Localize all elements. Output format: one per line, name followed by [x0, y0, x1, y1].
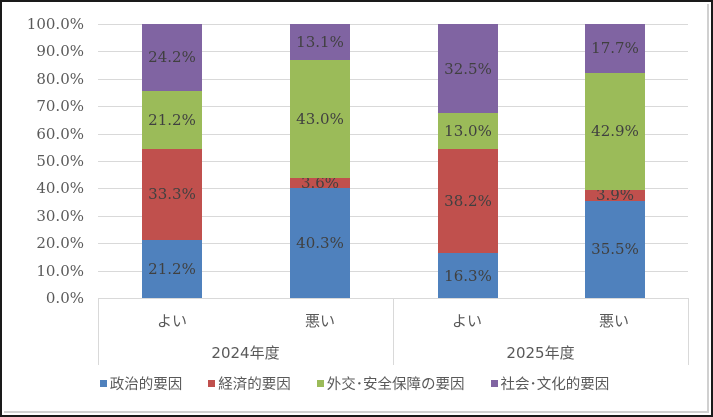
data-label: 33.3%: [148, 185, 196, 204]
legend-label: 外交･安全保障の要因: [326, 377, 465, 393]
data-label: 32.5%: [444, 59, 492, 78]
bar-segment: 17.7%: [585, 24, 645, 73]
stacked-bar: 21.2% 33.3% 21.2% 24.2%: [142, 24, 202, 298]
legend-label: 政治的要因: [109, 377, 183, 393]
data-label: 42.9%: [591, 122, 639, 141]
data-label: 3.9%: [595, 186, 635, 205]
category-label: よい: [156, 312, 187, 330]
group-label-2024: 2024年度: [211, 344, 280, 362]
bar-segment: 24.2%: [142, 24, 202, 91]
legend-swatch-icon: [99, 380, 107, 387]
gridline: [98, 106, 688, 107]
group-divider-middle: [393, 298, 394, 365]
group-divider-right: [688, 298, 689, 365]
legend-swatch-icon: [316, 380, 324, 387]
data-label: 35.5%: [591, 240, 639, 259]
bar-segment: 32.5%: [438, 24, 498, 114]
y-tick-label: 40.0%: [36, 179, 84, 198]
data-label: 3.6%: [300, 173, 340, 192]
data-label: 43.0%: [296, 109, 344, 128]
category-label: よい: [451, 312, 482, 330]
data-label: 38.2%: [444, 192, 492, 211]
y-tick-label: 60.0%: [36, 124, 84, 143]
bar-segment: 13.1%: [290, 24, 350, 60]
data-label: 21.2%: [148, 110, 196, 129]
bar-segment: 40.3%: [290, 187, 350, 298]
gridline: [98, 134, 688, 135]
bar-segment: 16.3%: [438, 253, 498, 298]
stacked-bar: 35.5% 3.9% 42.9% 17.7%: [585, 24, 645, 298]
gridline: [98, 188, 688, 189]
y-tick-label: 20.0%: [36, 234, 84, 253]
category-label: 悪い: [304, 312, 335, 330]
group-label-2025: 2025年度: [506, 344, 575, 362]
bar-segment: 13.0%: [438, 113, 498, 149]
gridline: [98, 216, 688, 217]
bar-segment: 21.2%: [142, 90, 202, 149]
group-divider-left: [98, 298, 99, 365]
gridline: [98, 271, 688, 272]
bar-segment: 21.2%: [142, 239, 202, 298]
legend-label: 経済的要因: [218, 377, 291, 393]
stacked-bar: 16.3% 38.2% 13.0% 32.5%: [438, 24, 498, 298]
data-label: 21.2%: [148, 259, 196, 278]
y-tick-label: 50.0%: [36, 152, 84, 170]
y-tick-label: 0.0%: [45, 289, 84, 307]
bar-segment: 3.6%: [290, 173, 350, 192]
legend-item-social-cultural: 社会･文化的要因: [490, 373, 610, 394]
data-label: 40.3%: [296, 233, 344, 252]
stacked-bar: 40.3% 3.6% 43.0% 13.1%: [290, 24, 350, 298]
bar-segment: 43.0%: [290, 59, 350, 178]
legend-item-diplomacy-security: 外交･安全保障の要因: [316, 373, 465, 394]
data-label: 13.0%: [444, 121, 492, 140]
y-tick-label: 90.0%: [36, 42, 84, 61]
data-label: 16.3%: [444, 266, 492, 285]
y-tick-label: 30.0%: [36, 206, 84, 225]
bar-segment: 35.5%: [585, 200, 645, 298]
legend-item-political: 政治的要因: [99, 373, 183, 394]
gridline: [98, 24, 688, 25]
bar-segment: 33.3%: [142, 148, 202, 240]
bar-segment: 42.9%: [585, 72, 645, 191]
bar-segment: 38.2%: [438, 148, 498, 254]
legend-swatch-icon: [490, 380, 498, 387]
gridline: [98, 161, 688, 162]
gridline: [98, 243, 688, 244]
data-label: 24.2%: [148, 48, 196, 67]
y-tick-label: 80.0%: [36, 69, 84, 88]
legend: 政治的要因 経済的要因 外交･安全保障の要因 社会･文化的要因: [0, 373, 709, 394]
legend-label: 社会･文化的要因: [500, 377, 610, 393]
data-label: 17.7%: [591, 39, 639, 58]
gridline: [98, 51, 688, 52]
y-tick-label: 100.0%: [26, 15, 84, 33]
gridline: [98, 79, 688, 80]
y-tick-label: 10.0%: [36, 261, 84, 280]
y-tick-label: 70.0%: [36, 97, 84, 116]
category-label: 悪い: [598, 312, 629, 330]
legend-swatch-icon: [208, 380, 216, 387]
bar-segment: 3.9%: [585, 186, 645, 205]
data-label: 13.1%: [296, 32, 344, 51]
legend-item-economic: 経済的要因: [208, 373, 291, 394]
